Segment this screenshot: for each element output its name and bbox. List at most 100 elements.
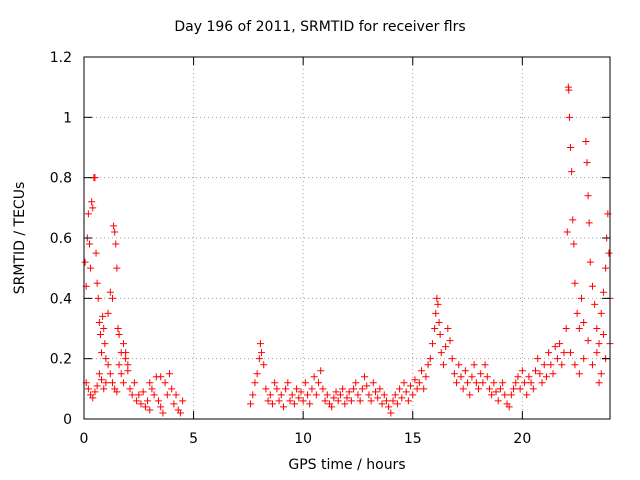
data-point bbox=[553, 355, 561, 363]
data-point bbox=[407, 382, 415, 390]
data-point bbox=[518, 367, 526, 375]
data-point bbox=[499, 379, 507, 387]
data-point bbox=[106, 288, 114, 296]
data-point bbox=[356, 397, 364, 405]
chart-title: Day 196 of 2011, SRMTID for receiver flr… bbox=[174, 19, 466, 35]
data-point bbox=[488, 391, 496, 399]
data-point bbox=[597, 309, 605, 317]
data-point bbox=[363, 382, 371, 390]
data-point bbox=[168, 385, 176, 393]
data-point bbox=[531, 367, 539, 375]
data-point bbox=[556, 340, 564, 348]
data-point bbox=[420, 385, 428, 393]
data-point bbox=[262, 385, 270, 393]
data-point bbox=[382, 397, 390, 405]
data-point bbox=[84, 210, 92, 218]
data-point bbox=[110, 222, 118, 230]
data-point bbox=[308, 385, 316, 393]
data-point bbox=[258, 349, 266, 357]
data-point bbox=[102, 355, 110, 363]
data-point bbox=[540, 361, 548, 369]
data-point bbox=[569, 216, 577, 224]
data-point bbox=[563, 228, 571, 236]
data-point bbox=[442, 343, 450, 351]
data-point bbox=[361, 373, 369, 381]
data-point bbox=[345, 388, 353, 396]
data-point bbox=[538, 379, 546, 387]
data-point bbox=[315, 379, 323, 387]
data-point bbox=[567, 144, 575, 151]
data-point bbox=[341, 400, 349, 408]
data-point bbox=[605, 249, 613, 257]
data-point bbox=[266, 391, 274, 399]
data-point bbox=[260, 361, 268, 369]
data-point bbox=[114, 325, 122, 332]
data-point bbox=[374, 394, 382, 402]
data-point bbox=[570, 240, 578, 248]
data-point bbox=[494, 397, 502, 405]
data-point bbox=[299, 397, 307, 405]
data-point bbox=[271, 379, 279, 387]
data-point bbox=[157, 403, 165, 411]
data-point bbox=[459, 385, 467, 393]
axis-ticks: 0 0.2 0.4 0.6 0.8 1 1.2 0 5 10 15 20 bbox=[50, 50, 610, 447]
data-point bbox=[565, 86, 573, 94]
data-point bbox=[264, 397, 272, 405]
data-point bbox=[332, 388, 340, 396]
data-point bbox=[547, 361, 555, 369]
data-point bbox=[139, 388, 147, 396]
data-point bbox=[501, 391, 509, 399]
data-point bbox=[268, 400, 276, 408]
data-point bbox=[432, 309, 440, 317]
data-point bbox=[112, 240, 120, 248]
data-point bbox=[170, 400, 178, 408]
data-point bbox=[159, 409, 167, 417]
data-point bbox=[251, 379, 259, 387]
data-point bbox=[98, 349, 106, 357]
data-point bbox=[290, 400, 298, 408]
data-point bbox=[133, 397, 141, 405]
x-tick-label: 10 bbox=[294, 431, 312, 447]
data-point bbox=[424, 361, 432, 369]
data-point bbox=[369, 379, 377, 387]
data-point bbox=[433, 294, 441, 302]
data-point bbox=[343, 394, 351, 402]
data-point bbox=[479, 379, 487, 387]
data-point bbox=[81, 258, 89, 266]
data-point bbox=[496, 385, 504, 393]
data-point bbox=[583, 159, 591, 167]
data-point bbox=[93, 279, 101, 287]
data-point bbox=[365, 391, 373, 399]
data-point bbox=[588, 361, 596, 369]
data-point bbox=[102, 379, 110, 387]
data-point bbox=[293, 385, 301, 393]
data-point bbox=[95, 370, 103, 378]
data-point bbox=[510, 385, 518, 393]
data-point bbox=[545, 349, 553, 357]
data-point bbox=[571, 361, 579, 369]
data-point bbox=[249, 391, 257, 399]
data-point bbox=[319, 385, 327, 393]
data-point bbox=[584, 337, 592, 345]
data-point bbox=[146, 379, 154, 387]
data-point bbox=[358, 385, 366, 393]
data-point bbox=[595, 340, 603, 348]
y-tick-label: 0.2 bbox=[50, 352, 72, 368]
data-point bbox=[490, 379, 498, 387]
data-point bbox=[253, 370, 261, 378]
data-point bbox=[91, 388, 99, 396]
y-tick-label: 1 bbox=[63, 110, 72, 126]
data-point bbox=[312, 391, 320, 399]
data-point bbox=[436, 331, 444, 339]
data-point bbox=[477, 370, 485, 378]
data-point bbox=[113, 388, 121, 396]
data-point bbox=[88, 198, 96, 206]
x-axis-label: GPS time / hours bbox=[288, 457, 406, 473]
data-point bbox=[404, 397, 412, 405]
data-point bbox=[122, 349, 130, 357]
data-point bbox=[334, 397, 342, 405]
data-point bbox=[130, 379, 138, 387]
data-point bbox=[87, 264, 95, 272]
data-point bbox=[525, 373, 533, 381]
data-point bbox=[521, 379, 529, 387]
